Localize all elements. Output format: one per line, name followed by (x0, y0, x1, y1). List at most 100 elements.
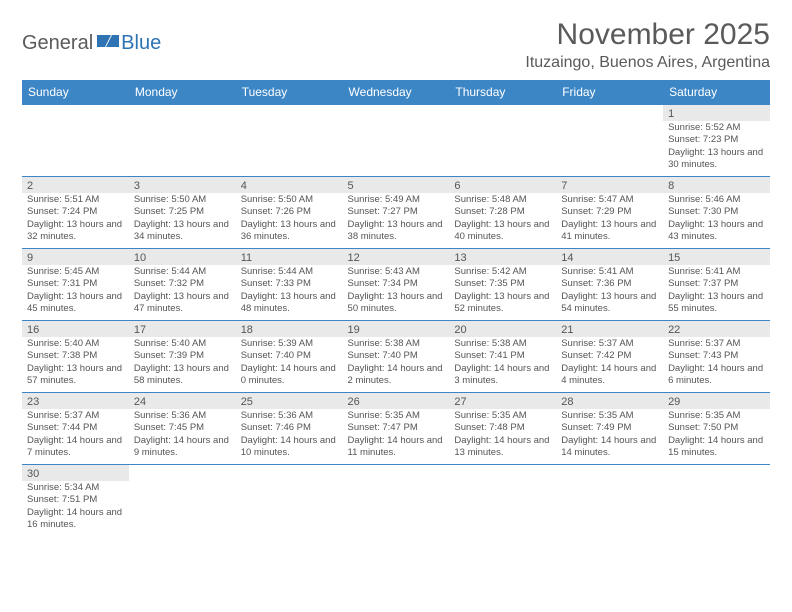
calendar-cell (343, 105, 450, 177)
calendar-row: 30Sunrise: 5:34 AMSunset: 7:51 PMDayligh… (22, 465, 770, 537)
calendar-cell: 21Sunrise: 5:37 AMSunset: 7:42 PMDayligh… (556, 321, 663, 393)
calendar-cell (129, 105, 236, 177)
calendar-cell: 6Sunrise: 5:48 AMSunset: 7:28 PMDaylight… (449, 177, 556, 249)
weekday-header: Monday (129, 80, 236, 105)
calendar-cell: 30Sunrise: 5:34 AMSunset: 7:51 PMDayligh… (22, 465, 129, 537)
daylight: Daylight: 14 hours and 2 minutes. (348, 363, 445, 388)
daylight: Daylight: 14 hours and 7 minutes. (27, 435, 124, 460)
day-number: 15 (663, 249, 770, 265)
calendar-cell: 10Sunrise: 5:44 AMSunset: 7:32 PMDayligh… (129, 249, 236, 321)
sunset: Sunset: 7:42 PM (561, 350, 658, 362)
day-number: 10 (129, 249, 236, 265)
calendar-cell: 8Sunrise: 5:46 AMSunset: 7:30 PMDaylight… (663, 177, 770, 249)
weekday-header: Sunday (22, 80, 129, 105)
calendar-cell: 29Sunrise: 5:35 AMSunset: 7:50 PMDayligh… (663, 393, 770, 465)
daylight: Daylight: 13 hours and 52 minutes. (454, 291, 551, 316)
sunset: Sunset: 7:48 PM (454, 422, 551, 434)
calendar-cell: 13Sunrise: 5:42 AMSunset: 7:35 PMDayligh… (449, 249, 556, 321)
day-details: Sunrise: 5:39 AMSunset: 7:40 PMDaylight:… (236, 337, 343, 390)
day-number: 6 (449, 177, 556, 193)
day-number: 27 (449, 393, 556, 409)
sunrise: Sunrise: 5:36 AM (134, 410, 231, 422)
day-number: 16 (22, 321, 129, 337)
sunset: Sunset: 7:31 PM (27, 278, 124, 290)
calendar-cell (129, 465, 236, 537)
calendar-cell: 4Sunrise: 5:50 AMSunset: 7:26 PMDaylight… (236, 177, 343, 249)
title-block: November 2025 Ituzaingo, Buenos Aires, A… (525, 18, 770, 72)
calendar-row: 9Sunrise: 5:45 AMSunset: 7:31 PMDaylight… (22, 249, 770, 321)
day-details: Sunrise: 5:46 AMSunset: 7:30 PMDaylight:… (663, 193, 770, 246)
calendar-cell: 11Sunrise: 5:44 AMSunset: 7:33 PMDayligh… (236, 249, 343, 321)
calendar-cell: 28Sunrise: 5:35 AMSunset: 7:49 PMDayligh… (556, 393, 663, 465)
weekday-header: Wednesday (343, 80, 450, 105)
daylight: Daylight: 13 hours and 34 minutes. (134, 219, 231, 244)
flag-icon (97, 33, 119, 54)
sunset: Sunset: 7:43 PM (668, 350, 765, 362)
sunrise: Sunrise: 5:38 AM (348, 338, 445, 350)
calendar-cell (556, 465, 663, 537)
calendar-cell: 7Sunrise: 5:47 AMSunset: 7:29 PMDaylight… (556, 177, 663, 249)
calendar-cell (236, 465, 343, 537)
weekday-header: Tuesday (236, 80, 343, 105)
daylight: Daylight: 13 hours and 48 minutes. (241, 291, 338, 316)
sunset: Sunset: 7:29 PM (561, 206, 658, 218)
calendar-cell: 18Sunrise: 5:39 AMSunset: 7:40 PMDayligh… (236, 321, 343, 393)
calendar-cell (449, 105, 556, 177)
day-details: Sunrise: 5:52 AMSunset: 7:23 PMDaylight:… (663, 121, 770, 174)
day-number: 11 (236, 249, 343, 265)
sunrise: Sunrise: 5:39 AM (241, 338, 338, 350)
day-details: Sunrise: 5:45 AMSunset: 7:31 PMDaylight:… (22, 265, 129, 318)
sunset: Sunset: 7:28 PM (454, 206, 551, 218)
calendar-cell: 16Sunrise: 5:40 AMSunset: 7:38 PMDayligh… (22, 321, 129, 393)
day-details: Sunrise: 5:51 AMSunset: 7:24 PMDaylight:… (22, 193, 129, 246)
logo: General Blue (22, 18, 161, 55)
sunset: Sunset: 7:40 PM (241, 350, 338, 362)
day-details: Sunrise: 5:48 AMSunset: 7:28 PMDaylight:… (449, 193, 556, 246)
day-number: 17 (129, 321, 236, 337)
sunset: Sunset: 7:25 PM (134, 206, 231, 218)
sunset: Sunset: 7:34 PM (348, 278, 445, 290)
calendar-cell: 23Sunrise: 5:37 AMSunset: 7:44 PMDayligh… (22, 393, 129, 465)
daylight: Daylight: 13 hours and 45 minutes. (27, 291, 124, 316)
calendar-page: General Blue November 2025 Ituzaingo, Bu… (0, 0, 792, 555)
day-number: 19 (343, 321, 450, 337)
calendar-cell: 19Sunrise: 5:38 AMSunset: 7:40 PMDayligh… (343, 321, 450, 393)
daylight: Daylight: 14 hours and 10 minutes. (241, 435, 338, 460)
sunset: Sunset: 7:51 PM (27, 494, 124, 506)
calendar-cell: 22Sunrise: 5:37 AMSunset: 7:43 PMDayligh… (663, 321, 770, 393)
sunrise: Sunrise: 5:49 AM (348, 194, 445, 206)
sunset: Sunset: 7:33 PM (241, 278, 338, 290)
day-details: Sunrise: 5:40 AMSunset: 7:38 PMDaylight:… (22, 337, 129, 390)
sunrise: Sunrise: 5:46 AM (668, 194, 765, 206)
day-number: 28 (556, 393, 663, 409)
daylight: Daylight: 13 hours and 58 minutes. (134, 363, 231, 388)
day-number: 3 (129, 177, 236, 193)
sunset: Sunset: 7:49 PM (561, 422, 658, 434)
day-number: 7 (556, 177, 663, 193)
sunrise: Sunrise: 5:44 AM (134, 266, 231, 278)
day-details: Sunrise: 5:50 AMSunset: 7:26 PMDaylight:… (236, 193, 343, 246)
weekday-header: Thursday (449, 80, 556, 105)
day-number: 9 (22, 249, 129, 265)
sunset: Sunset: 7:45 PM (134, 422, 231, 434)
sunrise: Sunrise: 5:44 AM (241, 266, 338, 278)
sunset: Sunset: 7:32 PM (134, 278, 231, 290)
day-number: 14 (556, 249, 663, 265)
sunset: Sunset: 7:44 PM (27, 422, 124, 434)
sunset: Sunset: 7:26 PM (241, 206, 338, 218)
daylight: Daylight: 14 hours and 11 minutes. (348, 435, 445, 460)
calendar-cell: 25Sunrise: 5:36 AMSunset: 7:46 PMDayligh… (236, 393, 343, 465)
calendar-cell: 5Sunrise: 5:49 AMSunset: 7:27 PMDaylight… (343, 177, 450, 249)
day-number: 18 (236, 321, 343, 337)
location: Ituzaingo, Buenos Aires, Argentina (525, 54, 770, 72)
day-number: 12 (343, 249, 450, 265)
sunrise: Sunrise: 5:41 AM (668, 266, 765, 278)
daylight: Daylight: 13 hours and 40 minutes. (454, 219, 551, 244)
sunrise: Sunrise: 5:50 AM (134, 194, 231, 206)
day-number: 24 (129, 393, 236, 409)
day-number: 13 (449, 249, 556, 265)
sunrise: Sunrise: 5:41 AM (561, 266, 658, 278)
calendar-cell: 9Sunrise: 5:45 AMSunset: 7:31 PMDaylight… (22, 249, 129, 321)
calendar-cell: 26Sunrise: 5:35 AMSunset: 7:47 PMDayligh… (343, 393, 450, 465)
daylight: Daylight: 13 hours and 36 minutes. (241, 219, 338, 244)
